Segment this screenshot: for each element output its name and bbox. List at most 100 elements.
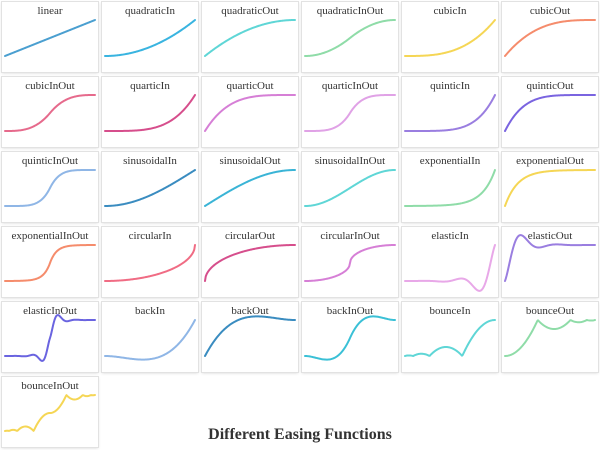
subplot-title: linear (37, 5, 63, 17)
easing-curve-quinticOut (504, 94, 596, 132)
subplot-bounceIn: bounceIn (402, 302, 498, 372)
easing-curve-quinticInOut (4, 169, 96, 207)
subplot-plot (504, 319, 596, 357)
subplot-quinticOut: quinticOut (502, 77, 598, 147)
easing-curve-quarticInOut (304, 94, 396, 132)
subplot-quarticIn: quarticIn (102, 77, 198, 147)
easing-curve-exponentialInOut (4, 244, 96, 282)
subplot-quinticInOut: quinticInOut (2, 152, 98, 222)
subplot-plot (504, 169, 596, 207)
easing-curve-bounceOut (504, 319, 596, 357)
subplot-title: quinticInOut (21, 155, 79, 167)
subplot-exponentialOut: exponentialOut (502, 152, 598, 222)
subplot-title: bounceOut (525, 305, 575, 317)
subplot-plot (404, 94, 496, 132)
subplot-title: exponentialOut (516, 155, 584, 167)
subplot-plot (504, 19, 596, 57)
easing-curve-quadraticInOut (304, 19, 396, 57)
subplot-backOut: backOut (202, 302, 298, 372)
subplot-plot (304, 244, 396, 282)
subplot-plot (104, 19, 196, 57)
easing-curve-bounceInOut (4, 394, 96, 432)
easing-curve-elasticOut (504, 234, 596, 282)
easing-curve-circularOut (204, 244, 296, 282)
subplot-backIn: backIn (102, 302, 198, 372)
easing-curve-cubicInOut (4, 94, 96, 132)
subplot-title: quadraticIn (124, 5, 176, 17)
subplot-sinusoidalIn: sinusoidalIn (102, 152, 198, 222)
easing-curve-sinusoidalOut (204, 169, 296, 207)
subplot-elasticInOut: elasticInOut (2, 302, 98, 372)
subplot-quarticInOut: quarticInOut (302, 77, 398, 147)
subplot-plot (104, 94, 196, 132)
subplot-quarticOut: quarticOut (202, 77, 298, 147)
subplot-title: quadraticInOut (316, 5, 384, 17)
subplot-plot (4, 314, 96, 362)
subplot-plot (304, 169, 396, 207)
subplot-plot (104, 319, 196, 361)
subplot-plot (504, 234, 596, 282)
subplot-circularInOut: circularInOut (302, 227, 398, 297)
subplot-title: exponentialIn (419, 155, 481, 167)
easing-curve-bounceIn (404, 319, 496, 357)
subplot-plot (404, 244, 496, 292)
subplot-linear: linear (2, 2, 98, 72)
subplot-sinusoidalOut: sinusoidalOut (202, 152, 298, 222)
subplot-title: backInOut (326, 305, 374, 317)
subplot-plot (204, 244, 296, 282)
subplot-title: quarticInOut (321, 80, 379, 92)
subplot-cubicInOut: cubicInOut (2, 77, 98, 147)
subplot-title: elasticInOut (23, 305, 77, 317)
subplot-title: elasticIn (431, 230, 469, 242)
subplot-title: sinusoidalInOut (314, 155, 386, 167)
subplot-title: bounceIn (429, 305, 471, 317)
subplot-exponentialInOut: exponentialInOut (2, 227, 98, 297)
subplot-plot (504, 94, 596, 132)
page-title: Different Easing Functions (208, 426, 392, 443)
subplot-title: sinusoidalIn (123, 155, 177, 167)
subplot-title: quarticIn (130, 80, 170, 92)
easing-curve-quadraticOut (204, 19, 296, 57)
subplot-title: backOut (231, 305, 269, 317)
subplot-exponentialIn: exponentialIn (402, 152, 498, 222)
subplot-title: quinticIn (430, 80, 470, 92)
subplot-title: bounceInOut (21, 380, 79, 392)
subplot-elasticOut: elasticOut (502, 227, 598, 297)
subplot-plot (4, 394, 96, 432)
subplot-title: backIn (135, 305, 165, 317)
subplot-elasticIn: elasticIn (402, 227, 498, 297)
subplot-title: exponentialInOut (11, 230, 89, 242)
subplot-plot (4, 169, 96, 207)
subplot-title: circularOut (224, 230, 276, 242)
subplot-title: quadraticOut (221, 5, 279, 17)
subplot-plot (404, 319, 496, 357)
subplot-plot (104, 169, 196, 207)
subplot-backInOut: backInOut (302, 302, 398, 372)
subplot-plot (304, 315, 396, 361)
subplot-title: cubicOut (529, 5, 571, 17)
subplot-sinusoidalInOut: sinusoidalInOut (302, 152, 398, 222)
subplot-plot (204, 19, 296, 57)
subplot-title: circularInOut (320, 230, 380, 242)
easing-curve-elasticIn (404, 244, 496, 292)
subplot-title: cubicInOut (25, 80, 75, 92)
subplot-plot (204, 169, 296, 207)
easing-curve-elasticInOut (4, 314, 96, 362)
subplot-title: cubicIn (433, 5, 467, 17)
easing-curve-quarticOut (204, 94, 296, 132)
subplot-title: elasticOut (527, 230, 573, 242)
subplot-plot (204, 315, 296, 357)
subplot-title: sinusoidalOut (219, 155, 281, 167)
subplot-plot (304, 94, 396, 132)
easing-curve-backIn (104, 319, 196, 361)
easing-curve-exponentialIn (404, 169, 496, 207)
easing-curve-quarticIn (104, 94, 196, 132)
easing-curve-circularInOut (304, 244, 396, 282)
subplot-quadraticIn: quadraticIn (102, 2, 198, 72)
subplot-bounceOut: bounceOut (502, 302, 598, 372)
easing-curve-backOut (204, 315, 296, 357)
subplot-plot (404, 19, 496, 57)
easing-curve-sinusoidalInOut (304, 169, 396, 207)
subplot-bounceInOut: bounceInOut (2, 377, 98, 447)
subplot-title: quarticOut (226, 80, 274, 92)
